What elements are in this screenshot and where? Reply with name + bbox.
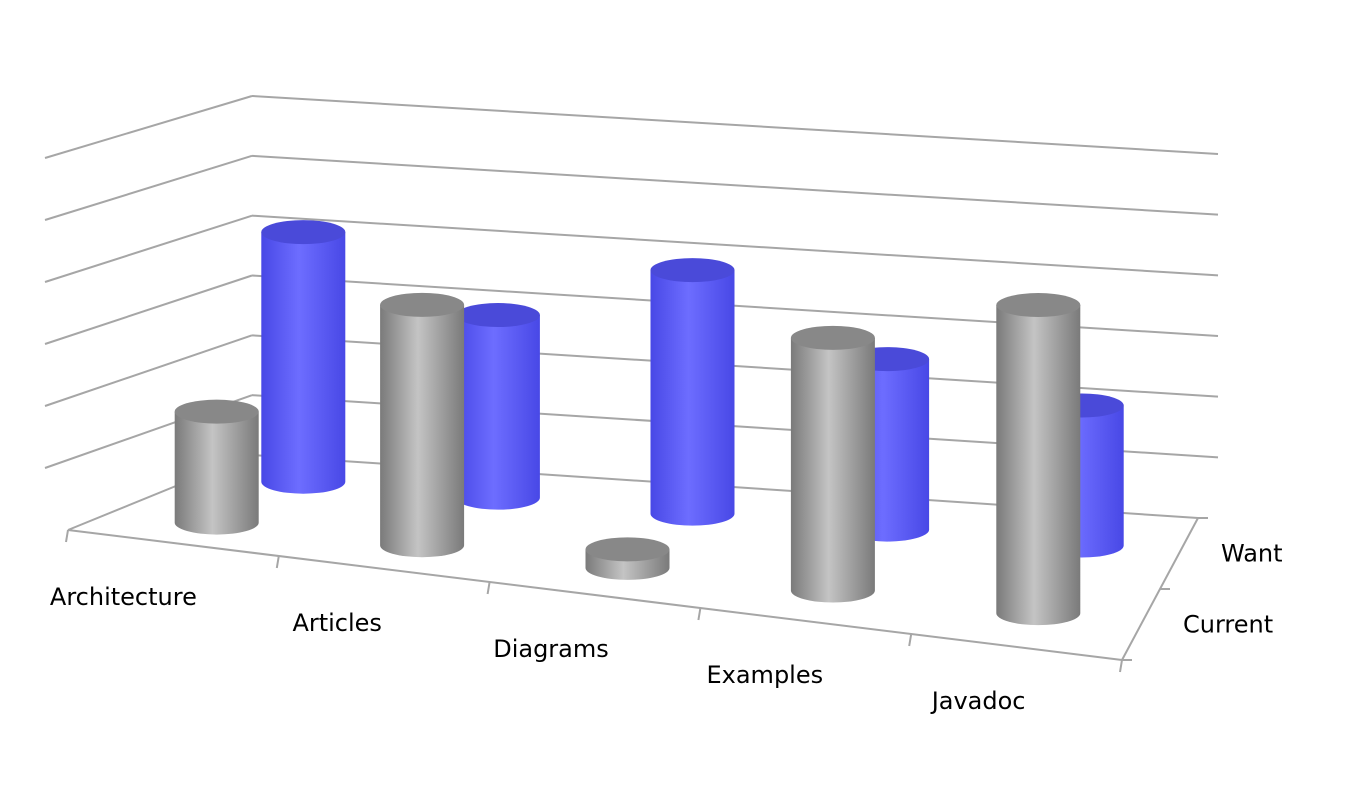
- bar-body: [996, 305, 1081, 626]
- gridline-side: [44, 274, 253, 345]
- series-label: Current: [1183, 611, 1273, 639]
- chart-labels: Architecture Articles Diagrams Examples Java…: [50, 540, 1283, 716]
- bar-current-javadoc: [996, 293, 1081, 626]
- chart-bars: [174, 220, 1124, 626]
- gridline-side: [44, 95, 253, 159]
- bar-cap: [790, 325, 875, 350]
- category-label: Javadoc: [930, 687, 1026, 715]
- bar-body: [650, 270, 735, 526]
- bar-current-architecture: [174, 399, 259, 535]
- gridline-back: [251, 95, 1219, 155]
- category-label: Articles: [292, 609, 382, 637]
- bar-current-diagrams: [585, 537, 670, 580]
- bar-body: [261, 232, 346, 494]
- bar-cap: [261, 220, 346, 245]
- bar-cap: [455, 303, 540, 328]
- category-tick: [275, 555, 280, 569]
- bar-body: [174, 411, 259, 535]
- category-label: Diagrams: [493, 635, 609, 663]
- gridline-back: [251, 154, 1219, 216]
- bar-current-examples: [790, 325, 875, 603]
- gridline-side: [44, 334, 253, 407]
- series-label: Want: [1221, 540, 1283, 568]
- bar-cap: [996, 293, 1081, 318]
- bar-want-articles: [455, 303, 540, 510]
- category-tick: [1119, 659, 1123, 673]
- category-tick: [697, 607, 702, 621]
- bar-current-articles: [380, 292, 465, 558]
- bar-cap: [650, 258, 735, 283]
- floor-front-edge: [67, 529, 1123, 661]
- bar-body: [455, 315, 540, 510]
- category-label: Architecture: [50, 583, 197, 611]
- category-label: Examples: [706, 661, 823, 689]
- gridline-back: [251, 214, 1219, 277]
- gridline-side: [44, 214, 253, 283]
- category-tick: [908, 633, 913, 647]
- gridline-side: [44, 154, 253, 221]
- bar-body: [380, 304, 465, 558]
- bar-body: [790, 337, 875, 603]
- category-tick: [486, 581, 491, 595]
- category-tick: [65, 529, 69, 543]
- bar-cap: [380, 292, 465, 317]
- bar-cap: [174, 399, 259, 424]
- bar-cap: [585, 537, 670, 562]
- bar-want-diagrams: [650, 258, 735, 526]
- bar-want-architecture: [261, 220, 346, 494]
